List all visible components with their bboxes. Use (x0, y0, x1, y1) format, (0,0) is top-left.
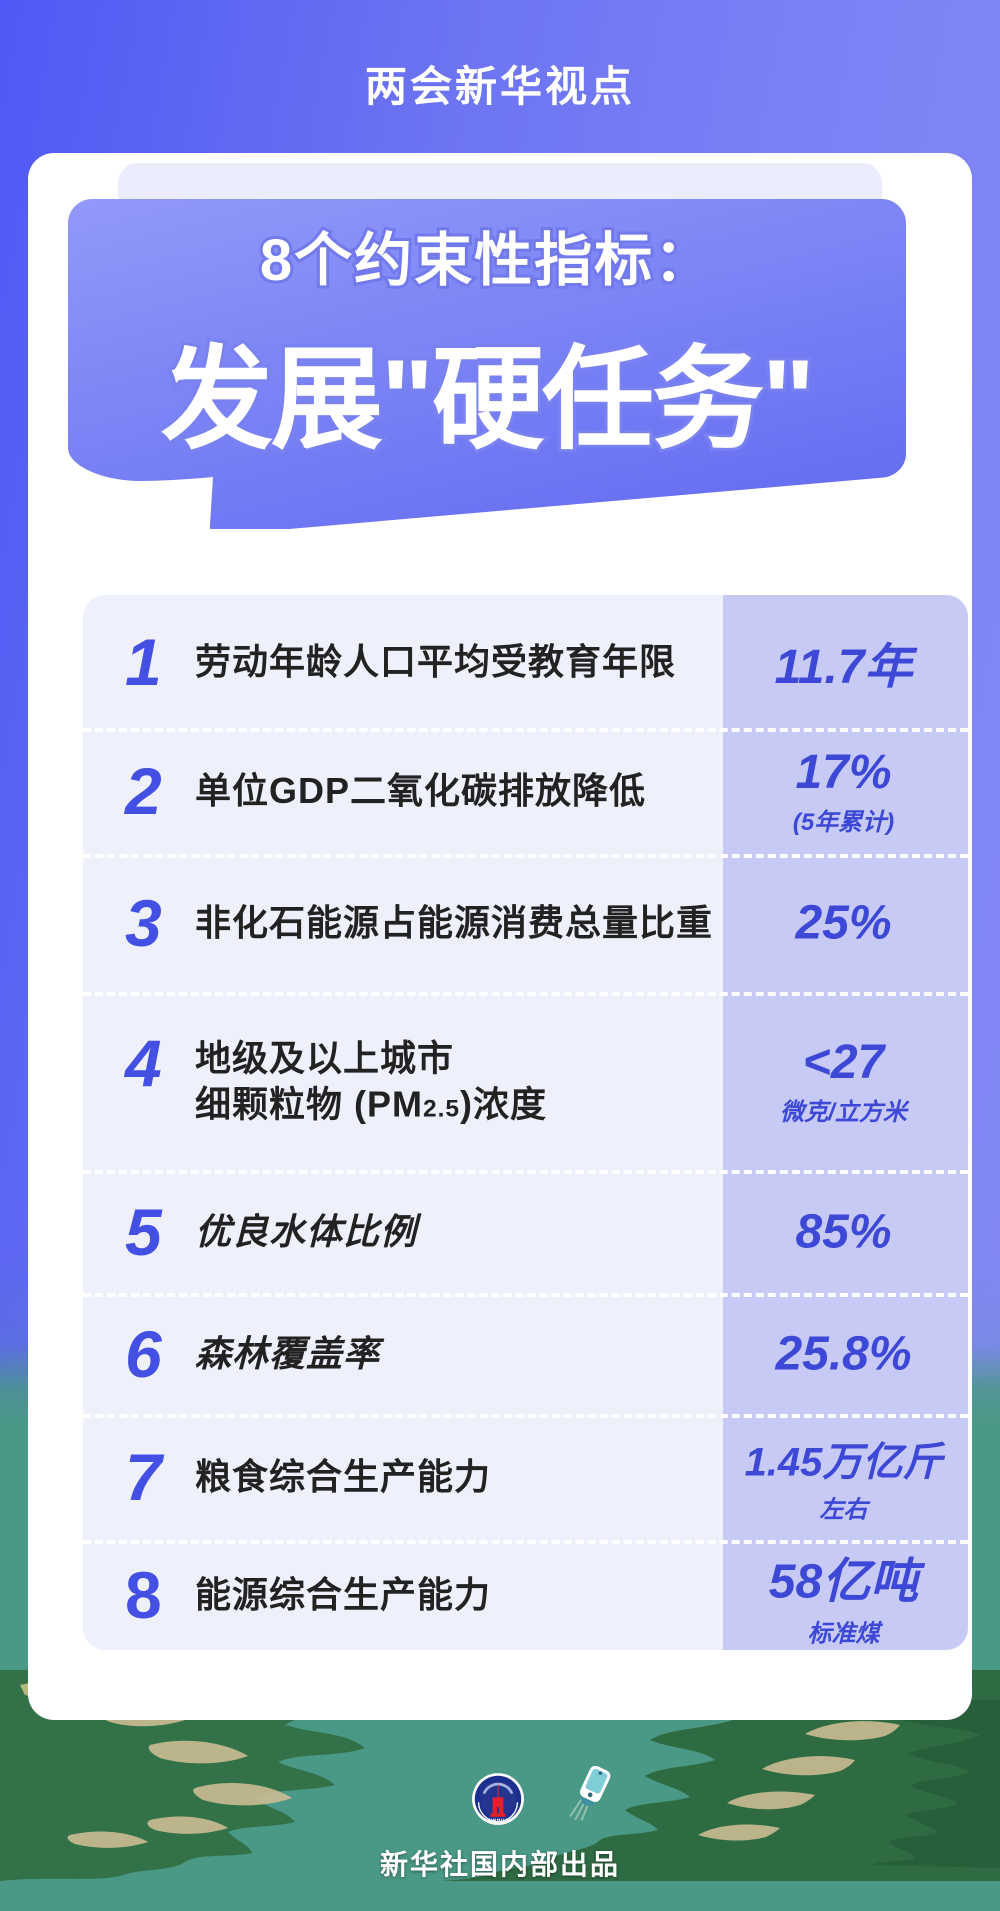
svg-text:XINHUA: XINHUA (487, 1818, 509, 1824)
